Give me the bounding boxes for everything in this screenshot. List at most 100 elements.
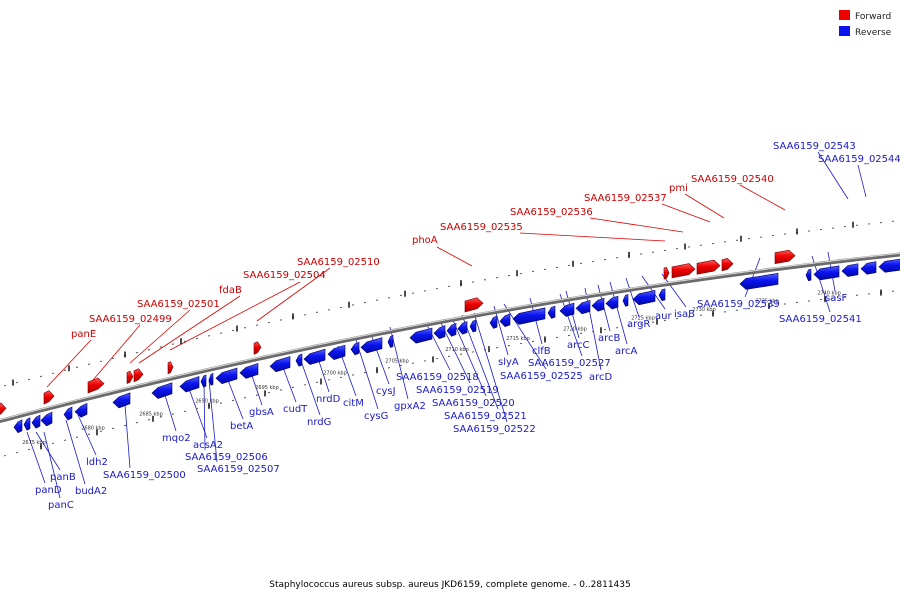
reverse-gene-label[interactable]: argR (627, 319, 650, 330)
forward-gene-label[interactable]: SAA6159_02501 (137, 299, 220, 310)
reverse-gene-label[interactable]: SAA6159_02519 (416, 385, 499, 396)
reverse-gene-label[interactable]: panB (50, 472, 76, 483)
reverse-gene-arrow[interactable] (841, 263, 859, 277)
reverse-gene-label[interactable]: cysG (364, 411, 388, 422)
forward-gene-label[interactable]: SAA6159_02504 (243, 270, 326, 281)
reverse-gene-label[interactable]: SAA6159_02543 (773, 141, 856, 152)
forward-gene-arrow[interactable] (43, 390, 55, 405)
reverse-gene-label[interactable]: arcD (589, 372, 613, 383)
reverse-gene-arrow[interactable] (622, 294, 629, 307)
reverse-gene-label[interactable]: SAA6159_02521 (444, 411, 527, 422)
reverse-gene-arrow[interactable] (591, 297, 605, 312)
forward-gene-arrow[interactable] (87, 377, 105, 394)
forward-gene-arrow[interactable] (126, 370, 134, 384)
forward-gene-arrow[interactable] (721, 257, 734, 272)
forward-gene-label[interactable]: SAA6159_02499 (89, 314, 172, 325)
reverse-gene-arrow[interactable] (31, 414, 41, 429)
reverse-gene-arrow[interactable] (658, 288, 666, 302)
reverse-gene-arrow[interactable] (547, 305, 556, 319)
reverse-gene-label[interactable]: betA (230, 421, 253, 432)
forward-gene-arrow[interactable] (0, 402, 7, 417)
reverse-gene-label[interactable]: SAA6159_02506 (185, 452, 268, 463)
reverse-gene-arrow[interactable] (303, 348, 326, 365)
reverse-gene-label[interactable]: budA2 (75, 486, 107, 497)
forward-gene-arrow[interactable] (167, 361, 174, 375)
reverse-gene-label[interactable]: SAA6159_02527 (528, 358, 611, 369)
reverse-gene-arrow[interactable] (433, 325, 446, 340)
reverse-gene-label[interactable]: nrdG (307, 417, 331, 428)
reverse-gene-label[interactable]: nrdD (316, 394, 341, 405)
reverse-gene-label[interactable]: isaB (674, 309, 695, 320)
reverse-gene-arrow[interactable] (575, 300, 591, 315)
reverse-gene-label[interactable]: SAA6159_02500 (103, 470, 186, 481)
reverse-gene-arrow[interactable] (295, 353, 303, 367)
forward-gene-label[interactable]: pmi (669, 183, 688, 194)
reverse-gene-arrow[interactable] (200, 374, 207, 388)
reverse-gene-label[interactable]: arcA (615, 346, 638, 357)
forward-gene-label[interactable]: panE (71, 329, 96, 340)
reverse-gene-label[interactable]: slyA (498, 357, 519, 368)
reverse-gene-label[interactable]: cysJ (376, 386, 396, 397)
reverse-gene-label[interactable]: cudT (283, 404, 308, 415)
reverse-gene-arrow[interactable] (269, 356, 291, 373)
forward-gene-arrow[interactable] (133, 368, 144, 383)
reverse-gene-arrow[interactable] (63, 406, 73, 421)
reverse-gene-label[interactable]: gpxA2 (394, 401, 426, 412)
reverse-gene-label[interactable]: SAA6159_02544 (818, 154, 900, 165)
reverse-gene-label[interactable]: SAA6159_02518 (396, 372, 479, 383)
reverse-gene-arrow[interactable] (179, 376, 200, 393)
forward-gene-label[interactable]: SAA6159_02535 (440, 222, 523, 233)
forward-gene-arrow[interactable] (671, 263, 696, 279)
forward-gene-label[interactable]: SAA6159_02540 (691, 174, 774, 185)
reverse-gene-arrow[interactable] (605, 295, 619, 310)
reverse-gene-arrow[interactable] (632, 290, 656, 306)
reverse-gene-arrow[interactable] (151, 382, 173, 399)
forward-gene-label[interactable]: fdaB (219, 285, 242, 296)
reverse-gene-arrow[interactable] (512, 307, 546, 325)
forward-gene-arrow[interactable] (464, 297, 484, 313)
reverse-gene-arrow[interactable] (469, 319, 477, 333)
reverse-gene-arrow[interactable] (327, 344, 346, 360)
reverse-gene-label[interactable]: SAA6159_02507 (197, 464, 280, 475)
reverse-gene-arrow[interactable] (112, 392, 131, 409)
reverse-gene-arrow[interactable] (559, 302, 575, 317)
forward-gene-arrow[interactable] (253, 341, 262, 355)
forward-gene-arrow[interactable] (696, 259, 721, 275)
reverse-gene-arrow[interactable] (499, 313, 511, 328)
reverse-gene-label[interactable]: citM (343, 398, 364, 409)
reverse-gene-arrow[interactable] (74, 402, 88, 418)
reverse-gene-arrow[interactable] (350, 341, 360, 356)
forward-gene-label[interactable]: SAA6159_02536 (510, 207, 593, 218)
reverse-gene-arrow[interactable] (387, 335, 394, 348)
reverse-gene-label[interactable]: SAA6159_02541 (779, 314, 862, 325)
reverse-gene-arrow[interactable] (13, 419, 23, 434)
reverse-gene-arrow[interactable] (360, 337, 383, 354)
reverse-gene-label[interactable]: SAA6159_02525 (500, 371, 583, 382)
reverse-gene-label[interactable]: arcC (567, 340, 590, 351)
forward-gene-label[interactable]: SAA6159_02537 (584, 193, 667, 204)
reverse-gene-arrow[interactable] (409, 327, 433, 344)
reverse-gene-arrow[interactable] (208, 372, 214, 386)
reverse-gene-label[interactable]: aur (655, 311, 672, 322)
reverse-gene-label[interactable]: SAA6159_02522 (453, 424, 536, 435)
forward-gene-label[interactable]: phoA (412, 235, 438, 246)
reverse-gene-label[interactable]: acsA2 (193, 440, 223, 451)
reverse-gene-arrow[interactable] (805, 268, 812, 282)
reverse-gene-arrow[interactable] (489, 315, 498, 329)
reverse-gene-arrow[interactable] (215, 367, 238, 385)
reverse-gene-arrow[interactable] (446, 323, 457, 337)
reverse-gene-label[interactable]: sasF (825, 293, 848, 304)
reverse-gene-arrow[interactable] (239, 362, 259, 379)
forward-gene-arrow[interactable] (663, 267, 670, 280)
reverse-gene-arrow[interactable] (23, 417, 31, 431)
reverse-gene-label[interactable]: mqo2 (162, 433, 191, 444)
reverse-gene-arrow[interactable] (860, 261, 877, 275)
reverse-gene-arrow[interactable] (739, 273, 779, 290)
reverse-gene-arrow[interactable] (813, 265, 840, 281)
reverse-gene-label[interactable]: SAA6159_02539 (697, 299, 780, 310)
forward-gene-label[interactable]: SAA6159_02510 (297, 257, 380, 268)
reverse-gene-label[interactable]: SAA6159_02520 (432, 398, 515, 409)
reverse-gene-label[interactable]: arcB (598, 333, 621, 344)
reverse-gene-label[interactable]: panD (35, 485, 62, 496)
reverse-gene-label[interactable]: gbsA (249, 407, 274, 418)
